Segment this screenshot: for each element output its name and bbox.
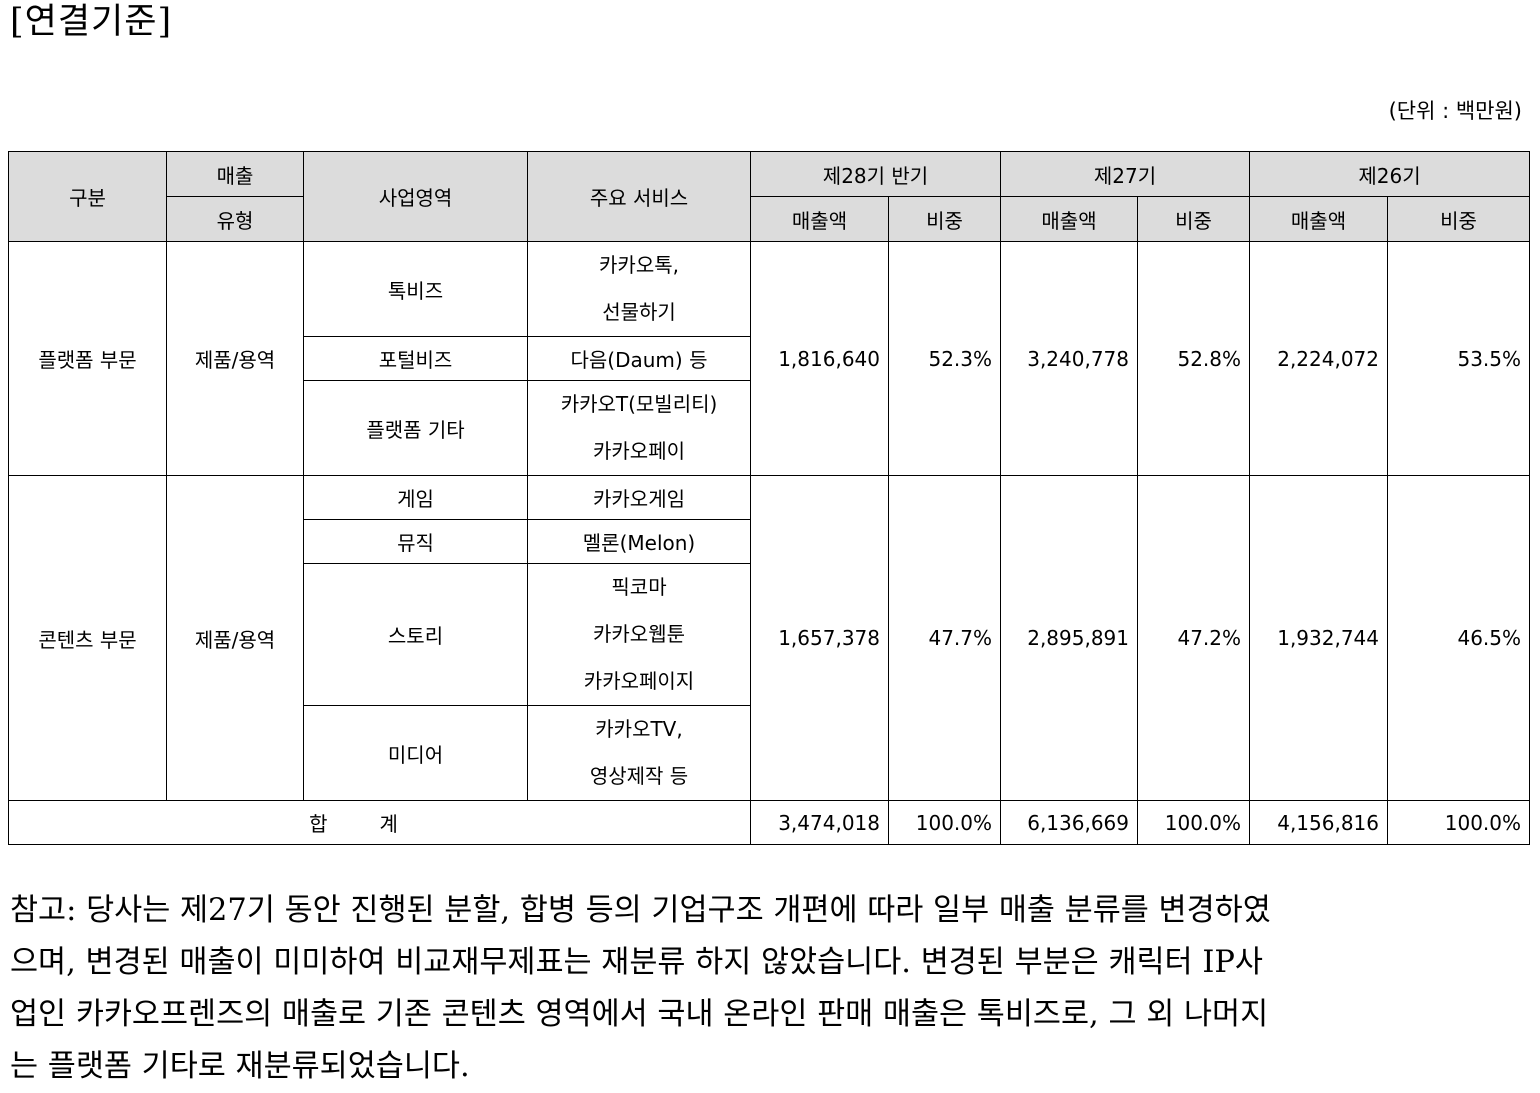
content-share-27: 47.2% bbox=[1137, 475, 1251, 801]
platform-type: 제품/용역 bbox=[166, 241, 304, 476]
service-line: 카카오페이지 bbox=[583, 669, 695, 693]
platform-share-28: 52.3% bbox=[887, 241, 1002, 476]
note-line: 참고: 당사는 제27기 동안 진행된 분할, 합병 등의 기업구조 개편에 따… bbox=[10, 893, 1271, 928]
content-sales-27: 2,895,891 bbox=[1000, 475, 1139, 801]
platform-share-27: 52.8% bbox=[1137, 241, 1251, 476]
content-services-media: 카카오TV, 영상제작 등 bbox=[527, 705, 751, 801]
header-business-area: 사업영역 bbox=[303, 151, 528, 242]
platform-area-talkbiz: 톡비즈 bbox=[303, 241, 528, 337]
service-line: 카카오TV, bbox=[595, 717, 683, 741]
content-area-story: 스토리 bbox=[303, 563, 528, 706]
content-category: 콘텐츠 부문 bbox=[8, 475, 167, 801]
header-share-27: 비중 bbox=[1137, 196, 1251, 242]
header-sales-27: 매출액 bbox=[1000, 196, 1139, 242]
total-label: 합계 bbox=[8, 800, 751, 845]
content-sales-26: 1,932,744 bbox=[1249, 475, 1389, 801]
platform-area-portalbiz: 포털비즈 bbox=[303, 336, 528, 381]
header-main-services: 주요 서비스 bbox=[527, 151, 751, 242]
header-sales-type-line2: 유형 bbox=[166, 196, 304, 242]
header-sales-26: 매출액 bbox=[1249, 196, 1389, 242]
header-period-26: 제26기 bbox=[1249, 151, 1531, 197]
note-line: 업인 카카오프렌즈의 매출로 기존 콘텐츠 영역에서 국내 온라인 판매 매출은… bbox=[10, 997, 1269, 1032]
header-sales-type-line1: 매출 bbox=[166, 151, 304, 197]
revenue-table: 구분 매출 사업영역 주요 서비스 제28기 반기 제27기 제26기 유형 매… bbox=[8, 151, 1531, 845]
content-services-game: 카카오게임 bbox=[527, 475, 751, 520]
platform-services-talkbiz: 카카오톡, 선물하기 bbox=[527, 241, 751, 337]
header-period-27: 제27기 bbox=[1000, 151, 1251, 197]
reference-note: 참고: 당사는 제27기 동안 진행된 분할, 합병 등의 기업구조 개편에 따… bbox=[10, 885, 1525, 1093]
total-share-26: 100.0% bbox=[1387, 800, 1531, 845]
unit-label: (단위 : 백만원) bbox=[1388, 99, 1522, 123]
service-line: 영상제작 등 bbox=[589, 764, 689, 788]
platform-category: 플랫폼 부문 bbox=[8, 241, 167, 476]
platform-sales-26: 2,224,072 bbox=[1249, 241, 1389, 476]
service-line: 픽코마 bbox=[611, 575, 667, 599]
content-services-story: 픽코마 카카오웹툰 카카오페이지 bbox=[527, 563, 751, 706]
platform-area-other: 플랫폼 기타 bbox=[303, 380, 528, 476]
platform-sales-27: 3,240,778 bbox=[1000, 241, 1139, 476]
service-line: 카카오웹툰 bbox=[593, 622, 685, 646]
platform-sales-28: 1,816,640 bbox=[750, 241, 889, 476]
note-line: 는 플랫폼 기타로 재분류되었습니다. bbox=[10, 1049, 470, 1084]
content-area-music: 뮤직 bbox=[303, 519, 528, 564]
content-sales-28: 1,657,378 bbox=[750, 475, 889, 801]
content-services-music: 멜론(Melon) bbox=[527, 519, 751, 564]
section-heading: [연결기준] bbox=[10, 2, 173, 42]
platform-services-other: 카카오T(모빌리티) 카카오페이 bbox=[527, 380, 751, 476]
total-share-27: 100.0% bbox=[1137, 800, 1251, 845]
header-sales-28: 매출액 bbox=[750, 196, 889, 242]
service-line: 카카오톡, bbox=[599, 253, 679, 277]
note-line: 으며, 변경된 매출이 미미하여 비교재무제표는 재분류 하지 않았습니다. 변… bbox=[10, 945, 1263, 980]
content-area-game: 게임 bbox=[303, 475, 528, 520]
platform-share-26: 53.5% bbox=[1387, 241, 1531, 476]
header-share-26: 비중 bbox=[1387, 196, 1531, 242]
total-sales-26: 4,156,816 bbox=[1249, 800, 1389, 845]
total-sales-28: 3,474,018 bbox=[750, 800, 889, 845]
content-area-media: 미디어 bbox=[303, 705, 528, 801]
service-line: 카카오페이 bbox=[593, 439, 685, 463]
content-share-26: 46.5% bbox=[1387, 475, 1531, 801]
header-share-28: 비중 bbox=[887, 196, 1002, 242]
service-line: 선물하기 bbox=[602, 300, 676, 324]
total-sales-27: 6,136,669 bbox=[1000, 800, 1139, 845]
content-type: 제품/용역 bbox=[166, 475, 304, 801]
header-category: 구분 bbox=[8, 151, 167, 242]
platform-services-portalbiz: 다음(Daum) 등 bbox=[527, 336, 751, 381]
header-period-28: 제28기 반기 bbox=[749, 151, 1002, 197]
total-share-28: 100.0% bbox=[887, 800, 1002, 845]
content-share-28: 47.7% bbox=[887, 475, 1002, 801]
service-line: 카카오T(모빌리티) bbox=[560, 392, 718, 416]
